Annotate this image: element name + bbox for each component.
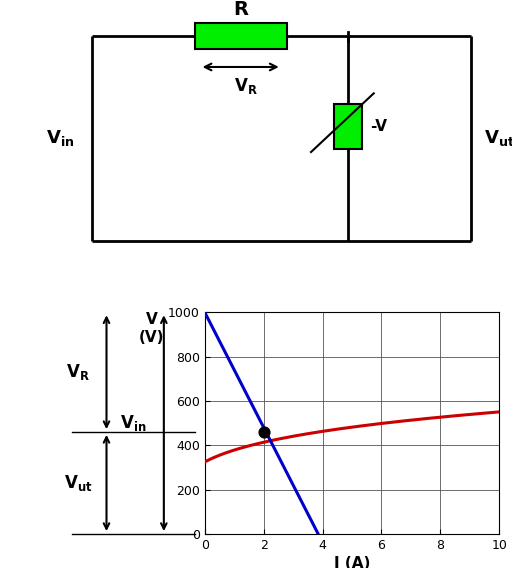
Text: $\mathbf{V_{in}}$: $\mathbf{V_{in}}$	[120, 413, 146, 433]
Text: $\mathbf{V_{ut}}$: $\mathbf{V_{ut}}$	[63, 473, 92, 493]
Point	[260, 428, 268, 437]
Bar	[334, 104, 362, 149]
Text: -V: -V	[370, 119, 387, 134]
Text: V
(V): V (V)	[139, 312, 164, 345]
Text: $\mathbf{V_{in}}$: $\mathbf{V_{in}}$	[46, 128, 74, 148]
Bar	[195, 23, 287, 49]
Text: $\mathbf{V_R}$: $\mathbf{V_R}$	[234, 76, 258, 96]
Text: R: R	[233, 0, 248, 19]
Text: $\mathbf{V_{ut}}$: $\mathbf{V_{ut}}$	[484, 128, 512, 148]
X-axis label: I (A): I (A)	[334, 556, 370, 568]
Text: $\mathbf{V_R}$: $\mathbf{V_R}$	[66, 362, 90, 382]
